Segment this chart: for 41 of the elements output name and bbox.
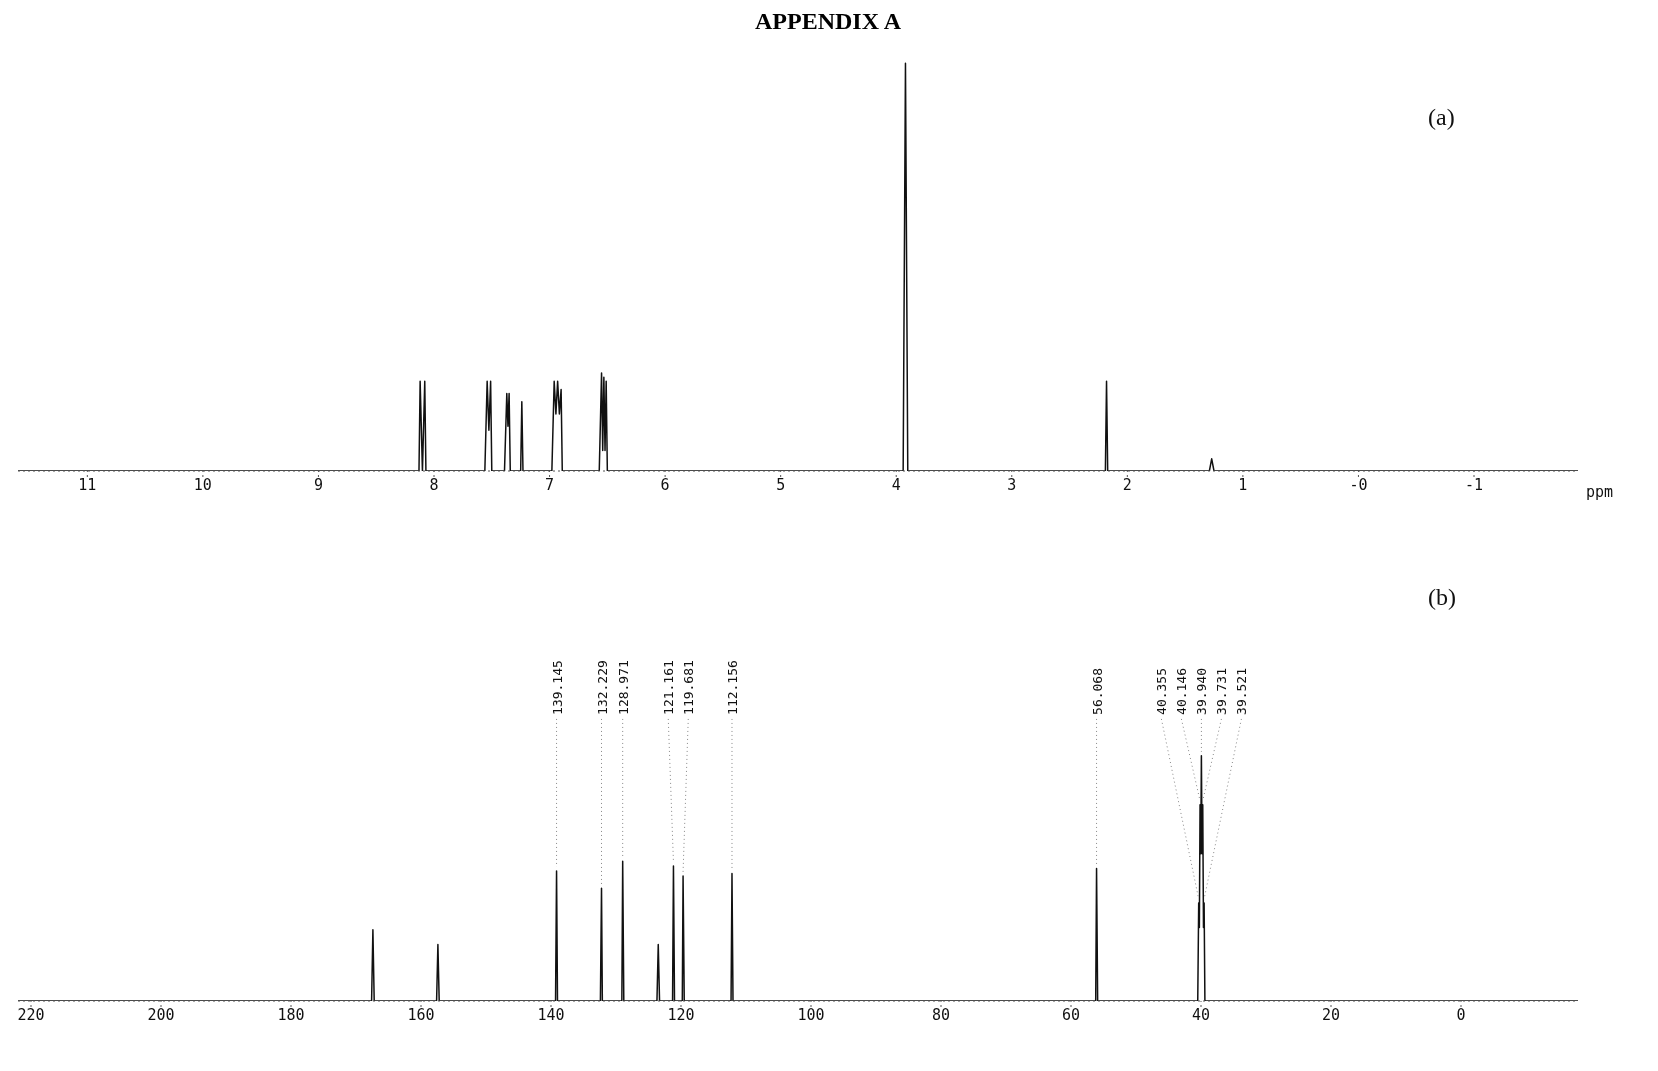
annotation: 139.145 xyxy=(549,660,565,715)
x-tick-label: 180 xyxy=(277,1005,305,1024)
x-tick-label: 2 xyxy=(1122,475,1132,494)
x-tick-label: 0 xyxy=(1456,1005,1466,1024)
annotation: 119.681 xyxy=(681,660,697,715)
x-tick-label: 160 xyxy=(407,1005,435,1024)
chart-title: APPENDIX A xyxy=(754,8,902,35)
annotation: 39.940 xyxy=(1194,667,1210,715)
x-tick-label: 60 xyxy=(1061,1005,1081,1024)
x-axis-title: ppm xyxy=(1586,483,1614,501)
x-tick-label: 4 xyxy=(891,475,901,494)
annotation: 39.521 xyxy=(1234,667,1250,715)
x-tick-label: 7 xyxy=(545,475,555,494)
x-tick-label: 120 xyxy=(667,1005,695,1024)
x-tick-label: 20 xyxy=(1321,1005,1341,1024)
x-tick-label: 9 xyxy=(313,475,323,494)
annotation: 112.156 xyxy=(724,660,740,715)
annotation: 121.161 xyxy=(661,660,677,715)
x-tick-label: 1 xyxy=(1238,475,1248,494)
annotation: 56.068 xyxy=(1089,667,1105,715)
annotation: 132.229 xyxy=(594,660,610,715)
x-tick-label: 5 xyxy=(776,475,786,494)
x-tick-label: 200 xyxy=(147,1005,175,1024)
annotation: 128.971 xyxy=(615,660,631,715)
annotation: 40.355 xyxy=(1154,667,1170,715)
x-tick-label: 8 xyxy=(429,475,439,494)
x-tick-label: 6 xyxy=(660,475,670,494)
x-tick-label: 80 xyxy=(931,1005,951,1024)
x-tick-label: -0 xyxy=(1349,475,1368,494)
x-tick-label: 10 xyxy=(193,475,212,494)
x-tick-label: 3 xyxy=(1007,475,1017,494)
annotation: 39.731 xyxy=(1214,667,1230,715)
x-tick-label: 220 xyxy=(17,1005,45,1024)
x-tick-label: 140 xyxy=(537,1005,565,1024)
x-tick-label: 11 xyxy=(78,475,97,494)
x-tick-label: 40 xyxy=(1191,1005,1211,1024)
x-tick-label: 100 xyxy=(797,1005,825,1024)
annotation: 40.146 xyxy=(1174,667,1190,715)
text: (b) xyxy=(1428,584,1456,610)
x-tick-label: -1 xyxy=(1464,475,1484,494)
annotation: (a) xyxy=(1428,104,1455,130)
